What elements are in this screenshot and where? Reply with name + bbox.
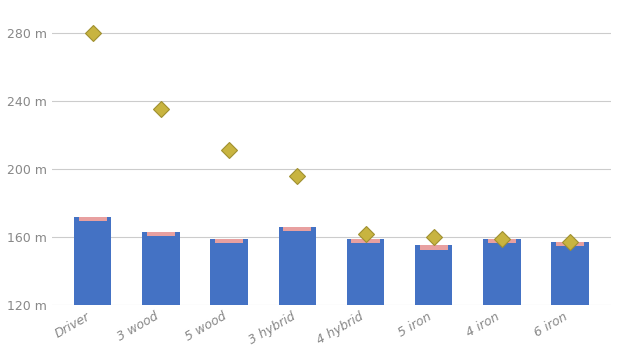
Bar: [488, 239, 516, 243]
Bar: [78, 217, 107, 221]
Bar: [352, 239, 379, 243]
Bar: [279, 227, 316, 305]
Bar: [147, 232, 175, 236]
Bar: [551, 242, 589, 305]
Bar: [215, 239, 243, 243]
Bar: [556, 242, 584, 246]
Bar: [210, 239, 248, 305]
Bar: [420, 245, 448, 250]
Bar: [483, 239, 521, 305]
Bar: [74, 217, 111, 305]
Bar: [415, 245, 452, 305]
Bar: [283, 227, 311, 231]
Bar: [142, 232, 180, 305]
Bar: [347, 239, 384, 305]
